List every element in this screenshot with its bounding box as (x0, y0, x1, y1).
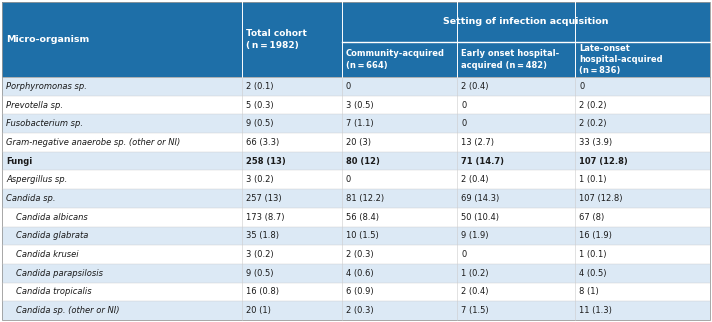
Text: 0: 0 (346, 82, 351, 91)
Text: Candida albicans: Candida albicans (16, 213, 88, 222)
Text: 81 (12.2): 81 (12.2) (346, 194, 384, 203)
Bar (2, 301, 710, 320)
Text: 56 (8.4): 56 (8.4) (346, 213, 379, 222)
Text: Setting of infection acquisition: Setting of infection acquisition (444, 17, 609, 26)
Text: 16 (1.9): 16 (1.9) (579, 232, 612, 241)
Bar (2, 283, 710, 301)
Bar (2, 114, 710, 133)
Text: Candida sp.: Candida sp. (6, 194, 56, 203)
Text: Fungi: Fungi (6, 156, 32, 166)
Bar (2, 152, 710, 170)
Text: 71 (14.7): 71 (14.7) (461, 156, 504, 166)
Bar (2, 264, 710, 283)
Text: 2 (0.2): 2 (0.2) (579, 100, 607, 109)
Bar (2, 77, 710, 96)
Text: 1 (0.1): 1 (0.1) (579, 250, 607, 259)
Text: 2 (0.1): 2 (0.1) (246, 82, 273, 91)
Text: 258 (13): 258 (13) (246, 156, 286, 166)
Text: 257 (13): 257 (13) (246, 194, 282, 203)
Text: 66 (3.3): 66 (3.3) (246, 138, 279, 147)
Text: 0: 0 (461, 119, 466, 128)
Bar (2, 133, 710, 152)
Text: 0: 0 (579, 82, 585, 91)
Text: 9 (1.9): 9 (1.9) (461, 232, 488, 241)
Text: 69 (14.3): 69 (14.3) (461, 194, 499, 203)
Text: Prevotella sp.: Prevotella sp. (6, 100, 63, 109)
Text: 7 (1.1): 7 (1.1) (346, 119, 374, 128)
Text: 6 (0.9): 6 (0.9) (346, 288, 374, 297)
Text: 2 (0.3): 2 (0.3) (346, 306, 374, 315)
Text: 2 (0.4): 2 (0.4) (461, 288, 488, 297)
Text: 9 (0.5): 9 (0.5) (246, 269, 273, 278)
Bar (2, 189, 710, 208)
Text: 0: 0 (346, 175, 351, 184)
Text: 1 (0.2): 1 (0.2) (461, 269, 488, 278)
Text: 173 (8.7): 173 (8.7) (246, 213, 285, 222)
Text: Candida tropicalis: Candida tropicalis (16, 288, 92, 297)
Text: 13 (2.7): 13 (2.7) (461, 138, 494, 147)
Text: 1 (0.1): 1 (0.1) (579, 175, 607, 184)
Text: Gram-negative anaerobe sp. (other or NI): Gram-negative anaerobe sp. (other or NI) (6, 138, 180, 147)
Text: 2 (0.3): 2 (0.3) (346, 250, 374, 259)
Text: 0: 0 (461, 250, 466, 259)
Text: 3 (0.2): 3 (0.2) (246, 175, 273, 184)
Text: 16 (0.8): 16 (0.8) (246, 288, 279, 297)
Bar (2, 227, 710, 245)
Text: Candida sp. (other or NI): Candida sp. (other or NI) (16, 306, 120, 315)
Text: 107 (12.8): 107 (12.8) (579, 156, 628, 166)
Text: 2 (0.4): 2 (0.4) (461, 175, 488, 184)
Text: 67 (8): 67 (8) (579, 213, 604, 222)
Text: Micro-organism: Micro-organism (6, 35, 89, 44)
Text: 50 (10.4): 50 (10.4) (461, 213, 499, 222)
Text: 20 (1): 20 (1) (246, 306, 271, 315)
Bar (2, 42, 710, 77)
Bar (2, 2, 710, 42)
Text: Candida parapsilosis: Candida parapsilosis (16, 269, 103, 278)
Text: 2 (0.4): 2 (0.4) (461, 82, 488, 91)
Text: 9 (0.5): 9 (0.5) (246, 119, 273, 128)
Text: 107 (12.8): 107 (12.8) (579, 194, 622, 203)
Text: Aspergillus sp.: Aspergillus sp. (6, 175, 67, 184)
Text: 80 (12): 80 (12) (346, 156, 380, 166)
Text: Candida glabrata: Candida glabrata (16, 232, 88, 241)
Text: Fusobacterium sp.: Fusobacterium sp. (6, 119, 83, 128)
Text: Early onset hospital-
acquired (n = 482): Early onset hospital- acquired (n = 482) (461, 50, 559, 70)
Text: Community-acquired
(n = 664): Community-acquired (n = 664) (346, 50, 445, 70)
Text: Late-onset
hospital-acquired
(n = 836): Late-onset hospital-acquired (n = 836) (579, 44, 663, 75)
Text: 4 (0.5): 4 (0.5) (579, 269, 607, 278)
Text: 8 (1): 8 (1) (579, 288, 599, 297)
Bar (2, 208, 710, 227)
Text: 4 (0.6): 4 (0.6) (346, 269, 374, 278)
Text: 33 (3.9): 33 (3.9) (579, 138, 612, 147)
Text: 10 (1.5): 10 (1.5) (346, 232, 379, 241)
Text: Candida krusei: Candida krusei (16, 250, 78, 259)
Text: 11 (1.3): 11 (1.3) (579, 306, 612, 315)
Text: 0: 0 (461, 100, 466, 109)
Text: 20 (3): 20 (3) (346, 138, 371, 147)
Text: 7 (1.5): 7 (1.5) (461, 306, 488, 315)
Text: 3 (0.2): 3 (0.2) (246, 250, 273, 259)
Text: 35 (1.8): 35 (1.8) (246, 232, 279, 241)
Bar (2, 170, 710, 189)
Text: 5 (0.3): 5 (0.3) (246, 100, 273, 109)
Text: Total cohort
( n = 1982): Total cohort ( n = 1982) (246, 29, 307, 50)
Text: 2 (0.2): 2 (0.2) (579, 119, 607, 128)
Text: Porphyromonas sp.: Porphyromonas sp. (6, 82, 87, 91)
Bar (2, 245, 710, 264)
Bar (2, 96, 710, 114)
Text: 3 (0.5): 3 (0.5) (346, 100, 374, 109)
